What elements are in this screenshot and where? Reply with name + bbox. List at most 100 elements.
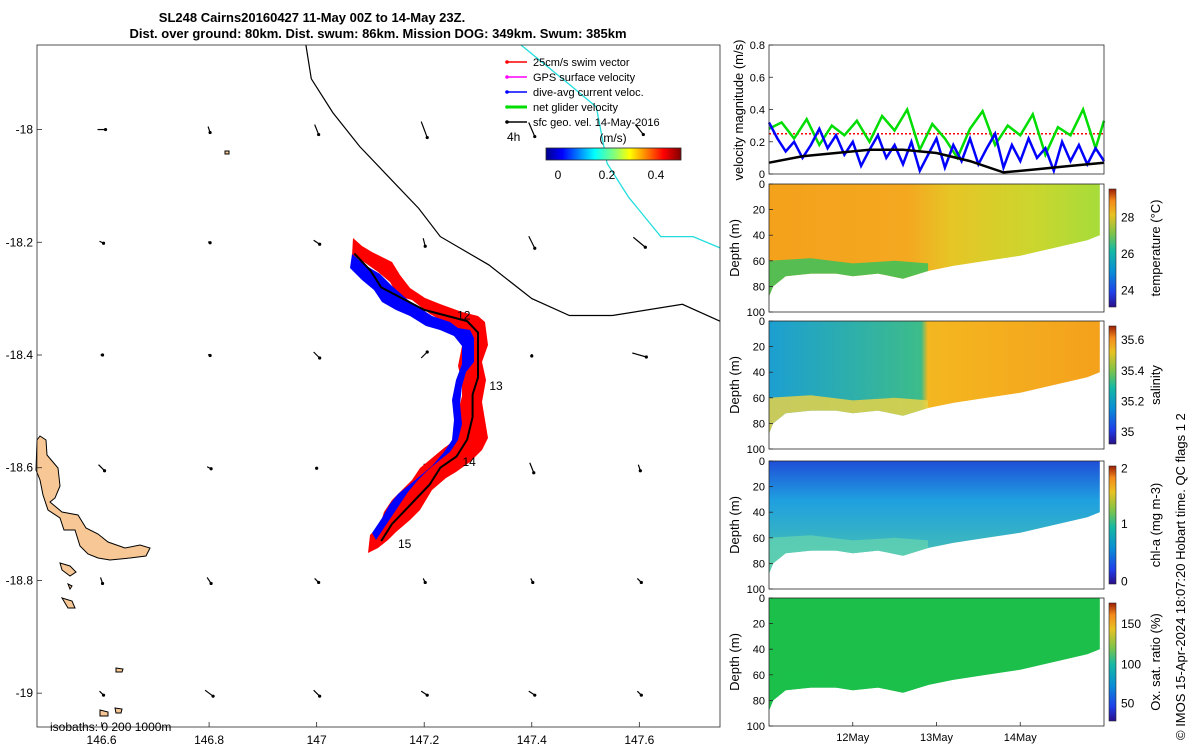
- current-vector-head: [318, 356, 322, 360]
- track-day-label: 15: [398, 537, 412, 551]
- section-panel: 0 20 40 60 80 100 Depth (m) 24 26 28 temperature (…: [727, 179, 1163, 319]
- velocity-ylabel: velocity magnitude (m/s): [731, 40, 746, 181]
- map-y-tick-label: -18.2: [6, 235, 34, 249]
- section-y-tick-label: 100: [747, 444, 765, 456]
- current-vector: [314, 124, 320, 135]
- current-vector-head: [425, 693, 429, 697]
- current-vector-head: [643, 245, 647, 249]
- track-day-labels: 12 13 14 15: [398, 309, 503, 551]
- dive-avg-current-band: [350, 254, 474, 540]
- section-colorbar-tick: 26: [1121, 247, 1135, 261]
- velocity-series-line: [768, 148, 1105, 174]
- current-vector-head: [638, 469, 642, 473]
- map-y-tick-label: -18.4: [6, 348, 34, 362]
- current-vector-head: [533, 693, 537, 697]
- island-5: [115, 667, 124, 673]
- section-y-tick-label: 0: [759, 456, 765, 468]
- legend-marker: [505, 105, 509, 109]
- map-x-tick-label: 147.4: [517, 733, 547, 747]
- section-colorbar-label: salinity: [1148, 365, 1163, 405]
- colorbar-tick: 0: [555, 168, 562, 182]
- map-y-tick-label: -18.6: [6, 461, 34, 475]
- current-vector-head: [209, 467, 213, 471]
- section-colorbar-label: Ox. sat. ratio (%): [1148, 613, 1163, 711]
- map-y-tick-label: -18: [16, 123, 34, 137]
- current-vector-head: [533, 134, 537, 139]
- current-vector-head: [208, 353, 212, 358]
- colorbar-tick: 0.2: [599, 168, 616, 182]
- glider-track-line: [353, 252, 479, 542]
- section-ylabel: Depth (m): [727, 633, 742, 691]
- current-vector-head: [425, 350, 429, 354]
- current-vector-head: [532, 471, 536, 475]
- section-y-tick-label: 80: [753, 281, 765, 293]
- time-tick-label: 14May: [1004, 732, 1038, 744]
- section-colorbar-tick: 28: [1121, 210, 1135, 224]
- section-colorbar: [1108, 465, 1117, 585]
- current-vector-head: [101, 241, 106, 245]
- current-vector-head: [639, 693, 643, 697]
- vector-scale-label: 4h: [507, 130, 520, 144]
- current-vector-head: [644, 355, 648, 359]
- current-vector-head: [101, 693, 106, 697]
- current-vector-head: [209, 581, 213, 586]
- section-colorbar: [1108, 325, 1117, 445]
- current-vector-head: [100, 353, 105, 357]
- section-y-tick-label: 0: [759, 179, 765, 191]
- map-x-tick-label: 147.2: [409, 733, 439, 747]
- section-y-tick-label: 40: [753, 367, 765, 379]
- current-vector: [420, 121, 428, 138]
- current-vector-head: [208, 241, 212, 245]
- island-8: [224, 150, 230, 155]
- section-axis-box: [768, 320, 1105, 450]
- section-colorbar-tick: 35.6: [1121, 333, 1145, 347]
- legend-entry: 25cm/s swim vector: [533, 57, 630, 69]
- section-y-tick-label: 80: [753, 418, 765, 430]
- map-x-tick-label: 147.6: [624, 733, 654, 747]
- section-data-area: [769, 184, 1100, 297]
- section-y-tick-label: 80: [753, 558, 765, 570]
- island-3: [67, 582, 73, 591]
- section-colorbar: [1108, 188, 1117, 308]
- section-colorbar-label: chl-a (mg m-3): [1148, 483, 1163, 568]
- current-vector-head: [317, 132, 321, 137]
- legend-entry: dive-avg current veloc.: [533, 87, 644, 99]
- current-vector: [528, 122, 536, 137]
- map-axis-box: [36, 44, 721, 728]
- section-y-tick-label: 20: [753, 482, 765, 494]
- current-vector-head: [100, 581, 105, 586]
- section-colorbar-tick: 24: [1121, 283, 1135, 297]
- current-vector-head: [103, 127, 108, 132]
- legend-entry: sfc geo. vel. 14-May-2016: [533, 117, 660, 129]
- section-y-tick-label: 60: [753, 393, 765, 405]
- isobaths-label: isobaths: 0 200 1000m: [50, 720, 171, 734]
- map-panel: 12 13 14 15 146.6 146.8 147 147.2 147.4 147.6 -1…: [6, 44, 721, 747]
- section-colorbar-tick: 150: [1121, 617, 1141, 631]
- section-colorbar-tick: 35.4: [1121, 364, 1145, 378]
- current-vector-head: [530, 354, 534, 358]
- legend-marker: [505, 60, 509, 64]
- section-bottom-layer: [769, 395, 929, 434]
- section-colorbar-label: temperature (°C): [1148, 200, 1163, 297]
- time-tick-label: 12May: [836, 732, 870, 744]
- section-colorbar-tick: 0: [1121, 575, 1128, 589]
- map-x-ticks: 146.6 146.8 147 147.2 147.4 147.6: [87, 722, 655, 747]
- current-vector-head: [639, 580, 643, 585]
- velocity-y-tick-label: 0: [759, 169, 765, 181]
- section-axis-box: [768, 460, 1105, 590]
- section-bottom-layer: [769, 672, 929, 711]
- current-vector: [632, 236, 646, 248]
- section-y-tick-label: 40: [753, 230, 765, 242]
- velocity-y-ticks: 0 0.2 0.4 0.6 0.8: [750, 40, 773, 181]
- current-vector-head: [425, 135, 429, 140]
- section-panel: 0 20 40 60 80 100 Depth (m) 35 35.2 35.4 35.6 salin…: [727, 316, 1163, 456]
- imos-credit-note: © IMOS 15-Apr-2024 18:07:20 Hobart time.…: [1173, 413, 1188, 740]
- track-day-label: 13: [489, 379, 503, 393]
- section-data-area: [769, 321, 1100, 434]
- velocity-y-tick-label: 0.2: [750, 137, 765, 149]
- section-y-tick-label: 40: [753, 644, 765, 656]
- section-colorbar-tick: 35.2: [1121, 395, 1145, 409]
- current-vector-head: [533, 246, 537, 250]
- section-y-tick-label: 60: [753, 670, 765, 682]
